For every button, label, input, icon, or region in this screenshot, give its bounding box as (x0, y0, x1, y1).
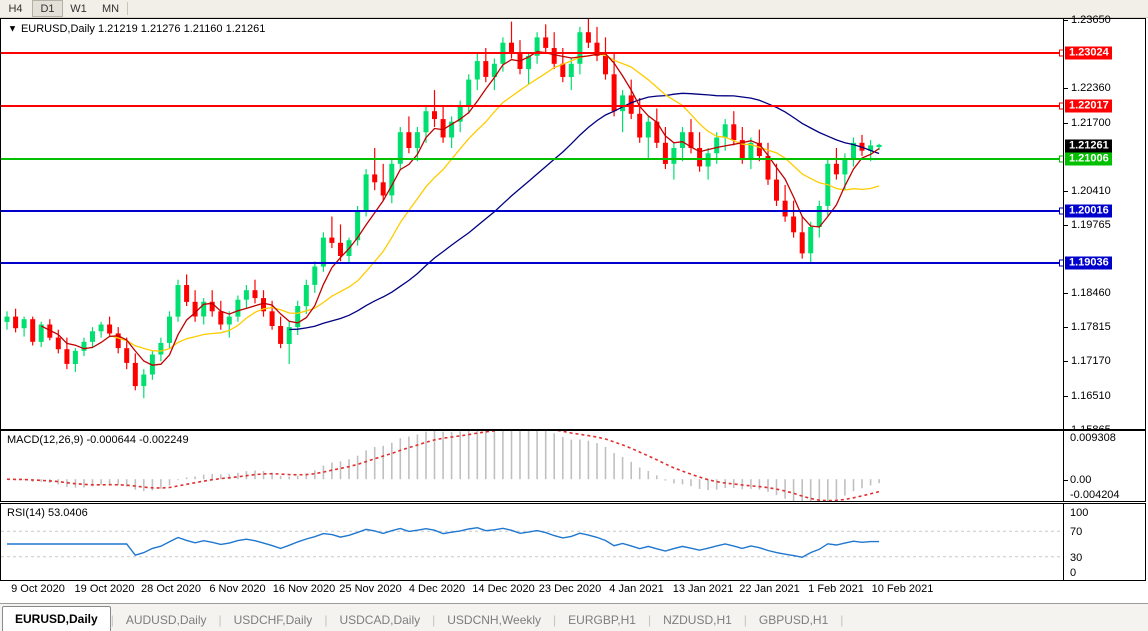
macd-axis-label: 0.009308 (1070, 432, 1116, 444)
level-line-resistance-1-23024[interactable] (1, 51, 1063, 54)
tab-separator: | (743, 613, 747, 627)
rsi-axis-label: 70 (1070, 526, 1083, 539)
tab-separator: | (647, 613, 652, 627)
rsi-indicator-panel[interactable]: RSI(14) 53.0406 100 70 30 0 (0, 503, 1146, 581)
chart-tab-nzdusd-h1[interactable]: NZDUSD,H1 (663, 613, 732, 627)
level-line-support-1-21006[interactable] (1, 158, 1063, 161)
chart-tab-eurusd-daily[interactable]: EURUSD,Daily (2, 606, 111, 631)
price-tag-support-green[interactable]: 1.21006 (1065, 152, 1112, 166)
date-axis-label: 16 Nov 2020 (272, 583, 336, 595)
date-axis-label: 4 Jan 2021 (609, 583, 664, 595)
timeframe-button-h4[interactable]: H4 (8, 2, 23, 15)
chart-tab-gbpusd-h1[interactable]: GBPUSD,H1 (758, 613, 829, 627)
price-axis[interactable]: 1.23650 1.22360 1.21700 1.20410 1.19765 1.184… (1063, 14, 1145, 436)
price-axis-label: 1.18460 (1071, 287, 1111, 300)
macd-title: MACD(12,26,9) -0.000644 -0.002249 (7, 434, 189, 446)
level-handle-support-1-21006[interactable] (1059, 155, 1063, 163)
price-axis-label: 1.17815 (1071, 321, 1111, 334)
chart-tab-audusd-daily[interactable]: AUDUSD,Daily (125, 613, 207, 627)
rsi-axis: 100 70 30 0 (1063, 504, 1145, 580)
level-handle-resistance-1-23024[interactable] (1059, 49, 1063, 57)
price-tag-support-blue[interactable]: 1.20016 (1065, 204, 1112, 218)
date-axis-label: 10 Feb 2021 (871, 583, 934, 595)
price-axis-tick (1064, 361, 1068, 363)
price-axis-tick (1064, 20, 1068, 21)
price-chart-panel[interactable]: ▼ EURUSD,Daily 1.21219 1.21276 1.21160 1… (0, 14, 1146, 436)
price-axis-tick (1064, 122, 1068, 124)
macd-axis: 0.009308 0.00 -0.004204 (1063, 431, 1145, 501)
chart-tab-usdchf-daily[interactable]: USDCHF,Daily (233, 613, 313, 627)
timeframe-button-w1[interactable]: W1 (70, 2, 87, 15)
price-axis-tick (1064, 327, 1068, 329)
tab-separator: | (324, 613, 328, 627)
price-axis-label: 1.19765 (1071, 218, 1111, 231)
date-axis-label: 9 Oct 2020 (11, 583, 65, 595)
rsi-axis-label: 0 (1070, 567, 1077, 579)
price-axis-tick (1064, 396, 1068, 398)
price-axis-label: 1.16510 (1071, 390, 1111, 403)
chart-quote-header: ▼ EURUSD,Daily 1.21219 1.21276 1.21160 1… (7, 23, 266, 35)
level-line-support-1-20016[interactable] (1, 210, 1063, 213)
date-axis-label: 1 Feb 2021 (808, 583, 864, 595)
rsi-plot-area (1, 504, 1063, 580)
macd-indicator-panel[interactable]: MACD(12,26,9) -0.000644 -0.002249 0.0093… (0, 430, 1146, 502)
price-tag-resistance[interactable]: 1.22017 (1065, 99, 1112, 113)
price-axis-tick (1064, 190, 1068, 192)
price-tag-last-price[interactable]: 1.21261 (1065, 139, 1112, 153)
rsi-series (1, 526, 1063, 559)
level-handle-resistance-1-22017[interactable] (1059, 102, 1063, 110)
date-axis-label: 4 Dec 2020 (408, 583, 466, 595)
tab-separator: | (553, 613, 557, 627)
tab-separator: | (218, 613, 222, 627)
macd-series (6, 431, 880, 501)
price-tag-support-blue[interactable]: 1.19036 (1065, 256, 1112, 270)
level-line-support-1-19036[interactable] (1, 261, 1063, 264)
macd-axis-tick (1064, 480, 1068, 482)
macd-axis-label: -0.004204 (1070, 489, 1120, 501)
chart-tab-bar[interactable]: EURUSD,Daily | AUDUSD,Daily | USDCHF,Daily | U… (0, 603, 1148, 631)
timeframe-button-d1[interactable]: D1 (32, 0, 63, 17)
price-axis-label: 1.23650 (1071, 14, 1111, 26)
level-handle-support-1-19036[interactable] (1059, 259, 1063, 267)
price-axis-label: 1.22360 (1071, 81, 1111, 94)
macd-plot-area (1, 431, 1063, 501)
date-axis-label: 13 Jan 2021 (672, 583, 734, 595)
price-axis-label: 1.17170 (1071, 355, 1111, 368)
price-plot-area[interactable] (1, 19, 1063, 429)
timeframe-toolbar: H4 D1 W1 MN (0, 0, 1148, 18)
price-axis-label: 1.21700 (1071, 116, 1111, 129)
chart-tab-eurgbp-h1[interactable]: EURGBP,H1 (568, 613, 636, 627)
date-axis-label: 6 Nov 2020 (209, 583, 266, 595)
date-axis-label: 25 Nov 2020 (339, 583, 402, 595)
rsi-title: RSI(14) 53.0406 (7, 507, 88, 519)
date-axis-label: 28 Oct 2020 (141, 583, 201, 595)
chart-tab-usdcad-daily[interactable]: USDCAD,Daily (339, 613, 421, 627)
price-axis-label: 1.20410 (1071, 184, 1111, 197)
date-axis-label: 23 Dec 2020 (538, 583, 602, 595)
chart-tab-usdcnh-weekly[interactable]: USDCNH,Weekly (447, 613, 542, 627)
toolbar-divider (127, 2, 128, 15)
chart-quote-text: EURUSD,Daily 1.21219 1.21276 1.21160 1.2… (20, 23, 266, 35)
rsi-axis-label: 30 (1070, 551, 1083, 564)
date-axis: 9 Oct 2020 19 Oct 2020 28 Oct 2020 6 Nov 20… (0, 582, 1146, 602)
price-axis-tick (1064, 87, 1068, 89)
timeframe-button-mn[interactable]: MN (101, 2, 120, 15)
date-axis-label: 22 Jan 2021 (739, 583, 800, 595)
price-tag-resistance[interactable]: 1.23024 (1065, 46, 1112, 60)
level-handle-support-1-20016[interactable] (1059, 207, 1063, 215)
tab-separator: | (110, 613, 114, 627)
date-axis-label: 19 Oct 2020 (74, 583, 135, 595)
date-axis-label: 14 Dec 2020 (472, 583, 535, 595)
tab-separator: | (840, 613, 844, 627)
triangle-down-icon[interactable]: ▼ (7, 23, 18, 35)
macd-axis-label: 0.00 (1070, 474, 1092, 487)
level-line-resistance-1-22017[interactable] (1, 105, 1063, 107)
price-axis-tick (1064, 224, 1068, 226)
rsi-axis-label: 100 (1070, 507, 1089, 519)
candlestick-series (4, 19, 882, 399)
tab-separator: | (432, 613, 436, 627)
price-axis-tick (1064, 293, 1068, 295)
